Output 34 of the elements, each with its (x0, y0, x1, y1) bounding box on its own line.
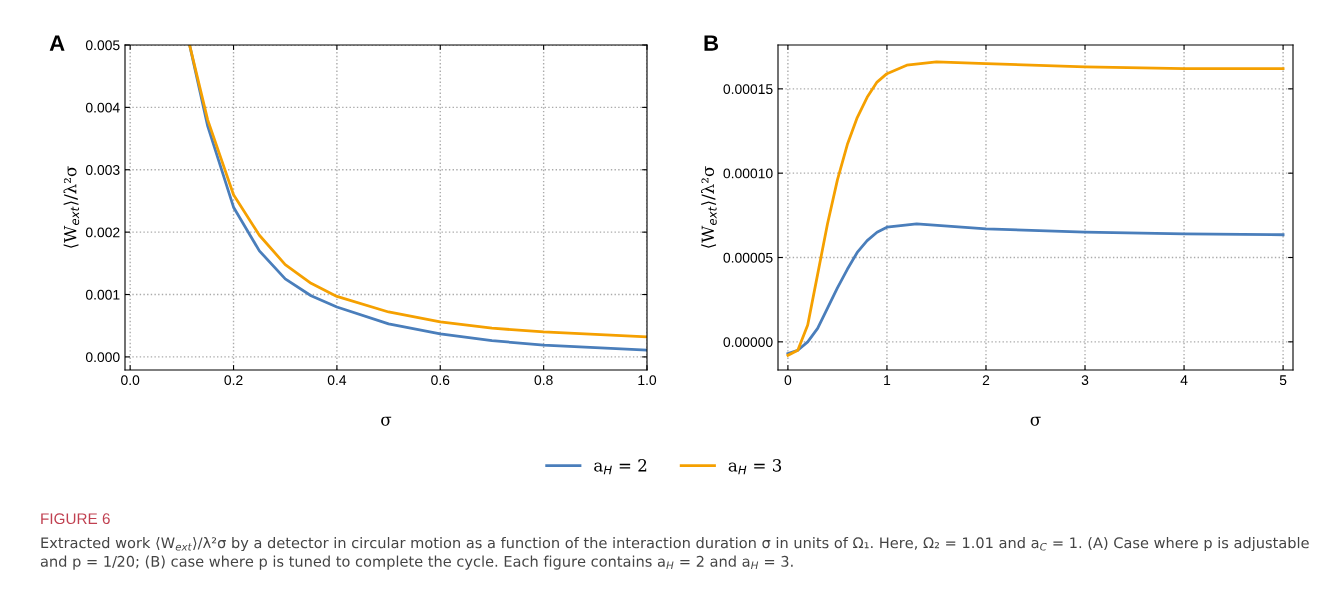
y-tick-label: 0.004 (85, 102, 120, 113)
x-tick-label: 1 (884, 375, 891, 385)
y-tick-label: 0.00000 (723, 337, 773, 347)
y-tick-label: 0.001 (85, 289, 120, 300)
x-tick-label: 1.0 (638, 375, 657, 386)
y-tick-label: 0.002 (85, 227, 120, 238)
x-tick-label: 0.4 (327, 375, 347, 386)
x-tick-label: 0.0 (121, 375, 140, 386)
x-axis-title: σ (381, 416, 392, 426)
y-tick-label: 0.00005 (723, 252, 773, 263)
x-tick-label: 2 (982, 375, 990, 385)
x-tick-label: 0.6 (431, 375, 450, 386)
legend-label: a$_{H}$ = 2 (594, 459, 647, 475)
y-tick-label: 0.000 (85, 352, 120, 363)
y-tick-label: 0.00010 (723, 168, 773, 179)
chart-title: A (49, 35, 65, 51)
y-tick-label: 0.00015 (723, 84, 773, 95)
legend-label: a$_{H}$ = 3 (728, 459, 782, 475)
caption: FIGURE 6 (41, 513, 110, 525)
line-series (786, 222, 1285, 356)
x-tick-label: 5 (1279, 375, 1287, 386)
x-tick-label: 3 (1081, 375, 1089, 386)
x-axis-title: σ (1030, 416, 1041, 426)
y-tick-label: 0.005 (85, 40, 120, 51)
y-axis-title: ⟨W$_{ext}$⟩/λ²σ (63, 166, 80, 248)
x-tick-label: 0 (784, 375, 792, 386)
line-series (786, 60, 1285, 357)
y-tick-label: 0.003 (85, 165, 120, 175)
y-axis-title: ⟨W$_{ext}$⟩/λ²σ (701, 166, 717, 248)
x-tick-label: 0.2 (224, 375, 243, 386)
x-tick-label: 0.8 (534, 375, 553, 386)
text: Extracted work ⟨W$_{ext}$⟩/λ²σ by a detector in circular motion as a function of the interaction duration σ in units of Ω₁. Here, Ω₂ = 1.01 and a$_{C}$ = 1. (A) Case where p is adjustable and p = 1/20; (B) case where p is tuned to complete the cycle. Each figure contains a$_{H}$ = 2 and a$_{H}$ = 3. (40, 537, 1309, 570)
chart-title: B (704, 35, 719, 51)
x-tick-label: 4 (1180, 375, 1188, 385)
